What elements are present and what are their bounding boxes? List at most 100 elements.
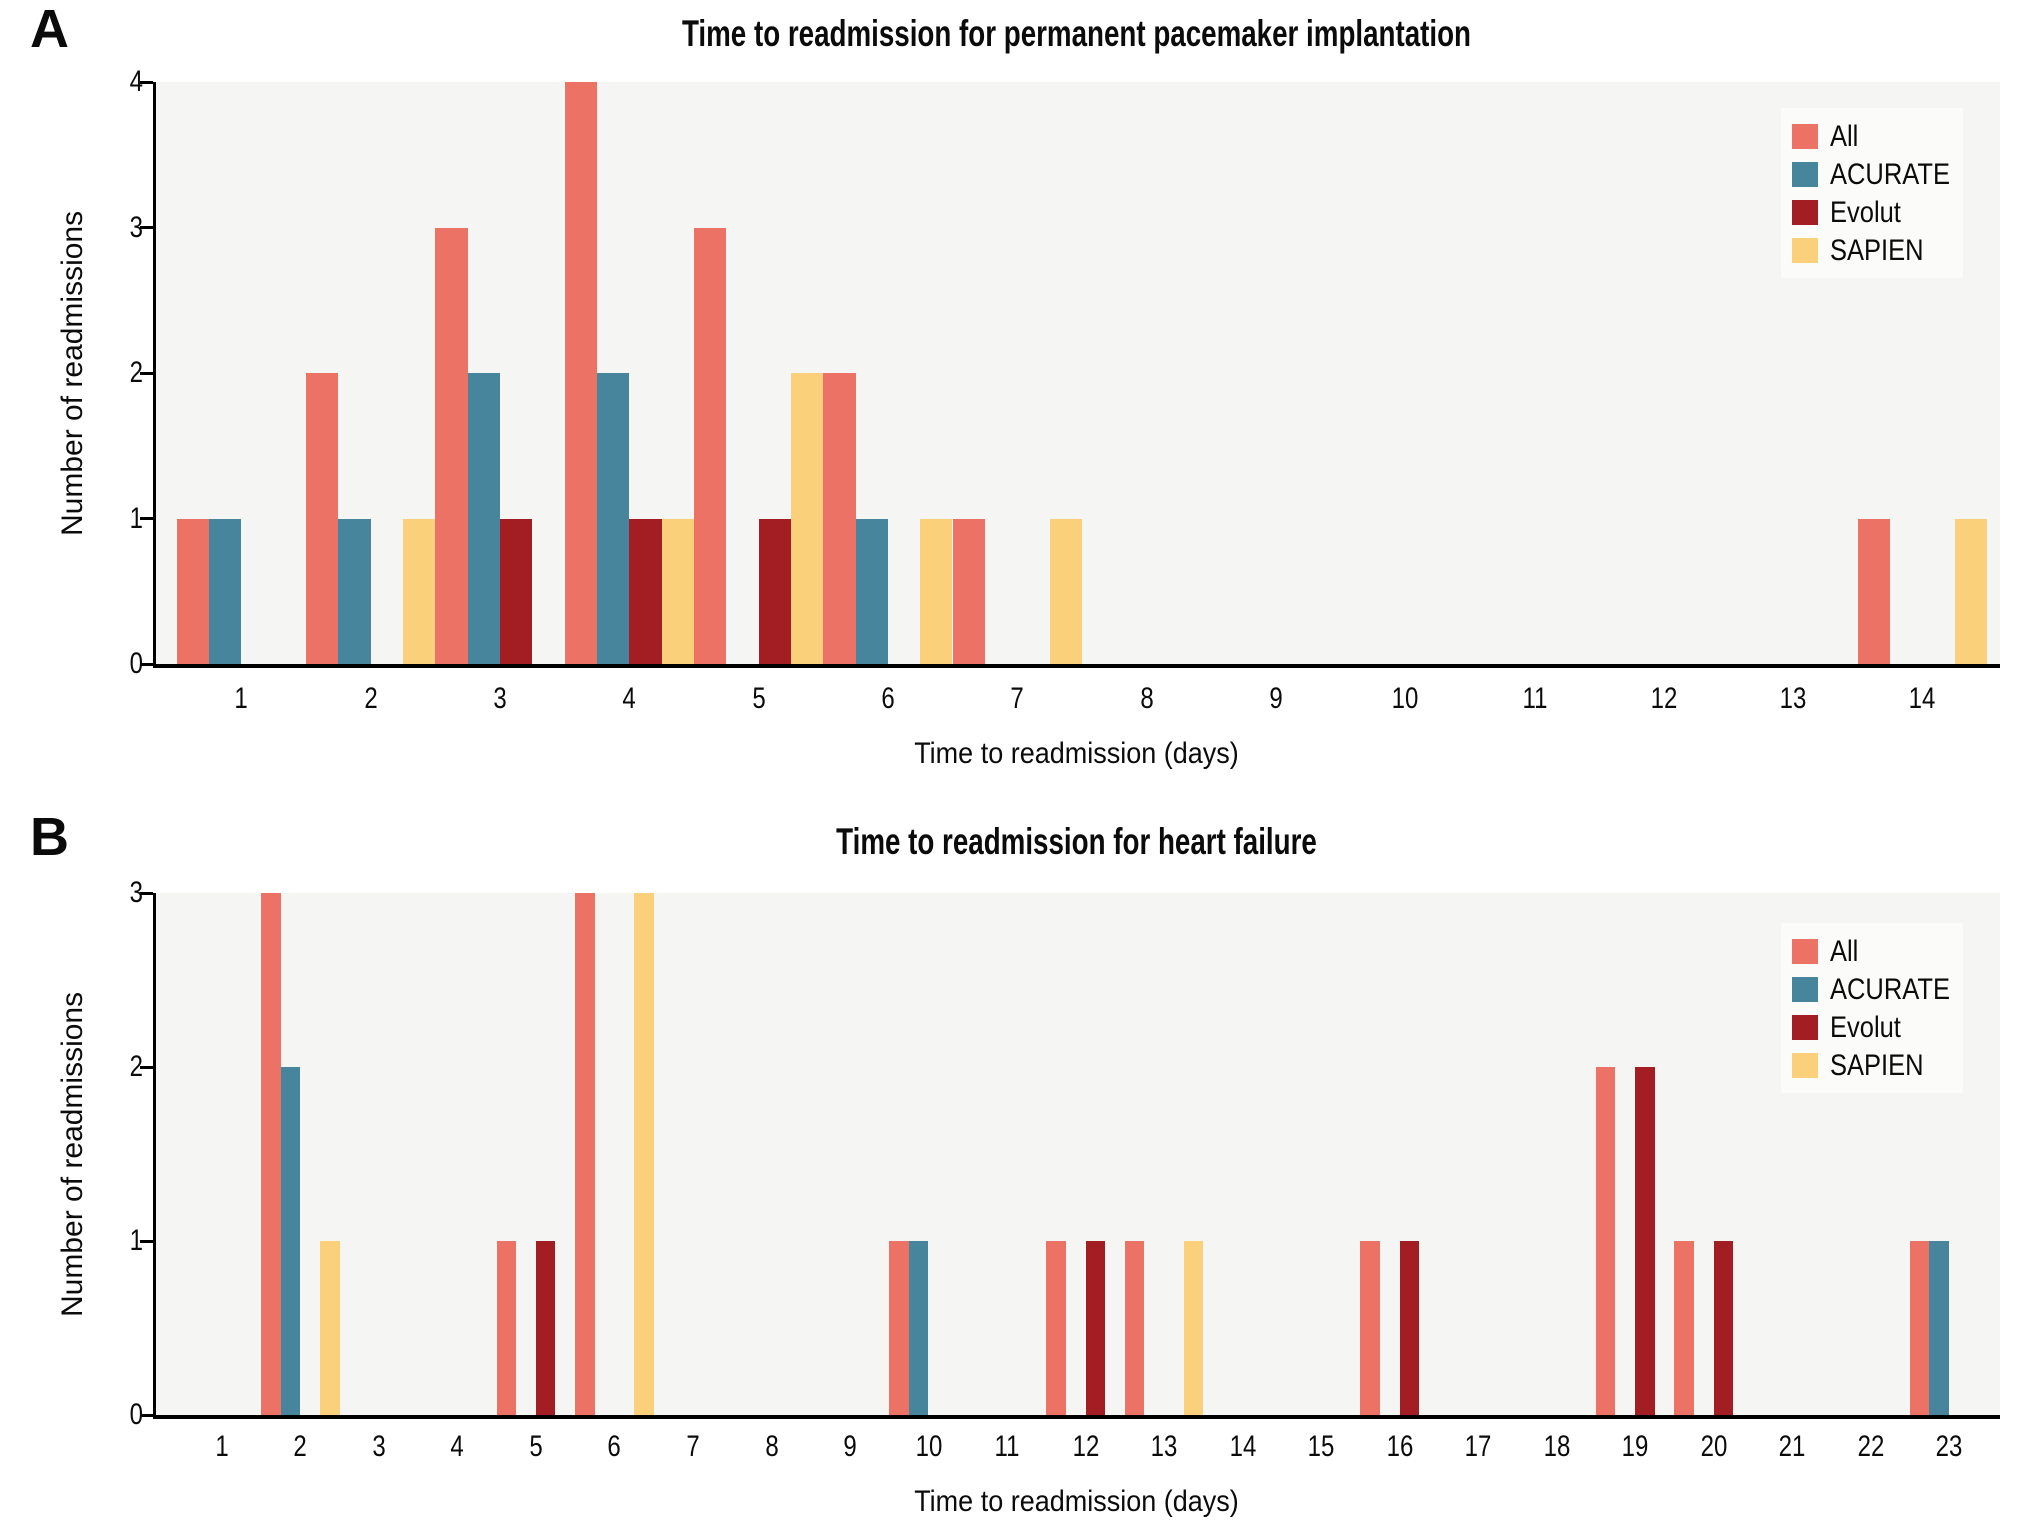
bar-B-ACURATE-day2 [280, 1067, 301, 1415]
panel-a-plot-area [153, 82, 2000, 668]
x-tick-label-A-8: 8 [1139, 682, 1154, 715]
x-tick-label-A-11: 11 [1522, 682, 1547, 715]
bar-A-ACURATE-day1 [209, 518, 242, 664]
y-tick-label-B-2: 2 [129, 1050, 143, 1083]
y-tick-label-A-3: 3 [129, 210, 143, 244]
bar-A-Evolut-day3 [500, 518, 533, 664]
bar-B-All-day20 [1674, 1241, 1694, 1415]
x-tick-label-B-13: 13 [1150, 1430, 1178, 1463]
x-tick-label-A-14: 14 [1909, 682, 1936, 715]
y-tick-B-3 [140, 891, 153, 895]
bar-A-All-day14 [1857, 518, 1891, 664]
x-tick-label-A-7: 7 [1010, 682, 1024, 715]
y-tick-label-B-1: 1 [129, 1224, 143, 1257]
bar-A-All-day4 [564, 82, 597, 664]
panel-a-title: Time to readmission for permanent pacema… [681, 13, 1472, 54]
x-tick-label-B-15: 15 [1307, 1430, 1335, 1463]
x-tick-label-B-17: 17 [1464, 1430, 1492, 1463]
x-tick-label-B-22: 22 [1857, 1430, 1884, 1463]
x-tick-label-B-7: 7 [686, 1430, 700, 1463]
bar-A-Evolut-day5 [758, 518, 791, 664]
legend-label-Evolut: Evolut [1830, 1010, 1901, 1044]
legend-swatch-icon-Evolut [1792, 1015, 1818, 1040]
y-tick-A-1 [140, 517, 153, 520]
legend-label-All: All [1830, 119, 1859, 153]
x-tick-label-A-12: 12 [1650, 682, 1678, 715]
y-tick-label-A-1: 1 [129, 501, 143, 535]
panel-b-plot-area [153, 893, 2000, 1419]
bar-B-SAPIEN-day2 [320, 1241, 340, 1415]
legend-label-ACURATE: ACURATE [1830, 972, 1950, 1006]
x-tick-label-B-1: 1 [215, 1430, 229, 1463]
legend-item-A-Evolut: Evolut [1792, 194, 1963, 231]
y-tick-A-0 [140, 662, 153, 666]
bar-A-All-day3 [435, 227, 468, 664]
bar-A-SAPIEN-day7 [1049, 518, 1082, 664]
legend-item-B-ACURATE: ACURATE [1792, 971, 1963, 1008]
bar-A-All-day7 [952, 518, 985, 664]
x-tick-label-B-14: 14 [1229, 1430, 1256, 1463]
bar-A-ACURATE-day6 [855, 518, 888, 664]
x-tick-label-B-18: 18 [1543, 1430, 1570, 1463]
x-tick-label-B-9: 9 [843, 1430, 857, 1463]
bar-B-ACURATE-day23 [1929, 1241, 1949, 1415]
y-tick-label-A-2: 2 [129, 356, 143, 389]
legend-item-B-All: All [1792, 933, 1963, 970]
bar-A-SAPIEN-day5 [790, 373, 824, 664]
x-tick-label-B-11: 11 [994, 1430, 1020, 1463]
y-tick-B-1 [140, 1239, 153, 1243]
y-tick-A-4 [140, 80, 153, 84]
panel-b-title: Time to readmission for heart failure [836, 821, 1317, 862]
bar-B-Evolut-day5 [535, 1241, 556, 1415]
bar-B-All-day13 [1124, 1241, 1145, 1415]
bar-A-ACURATE-day4 [597, 373, 630, 664]
x-tick-label-A-3: 3 [493, 682, 507, 715]
bar-A-All-day5 [693, 227, 727, 664]
x-tick-label-B-2: 2 [293, 1430, 308, 1463]
bar-A-SAPIEN-day14 [1954, 518, 1987, 664]
legend-swatch-icon-All [1792, 939, 1818, 964]
panel-a-x-axis-title: Time to readmission (days) [914, 737, 1239, 770]
panel-a-legend: All ACURATE Evolut SAPIEN [1781, 108, 1963, 278]
x-tick-label-A-4: 4 [622, 682, 636, 715]
x-tick-label-B-20: 20 [1700, 1430, 1727, 1463]
y-tick-label-B-3: 3 [129, 876, 143, 909]
legend-label-Evolut: Evolut [1830, 195, 1901, 229]
x-tick-label-B-16: 16 [1386, 1430, 1413, 1463]
x-tick-label-A-13: 13 [1779, 682, 1807, 715]
panel-b-legend: All ACURATE Evolut SAPIEN [1781, 923, 1963, 1093]
legend-item-B-Evolut: Evolut [1792, 1009, 1963, 1046]
bar-B-Evolut-day20 [1713, 1241, 1734, 1415]
y-tick-B-2 [140, 1065, 153, 1069]
x-tick-label-B-3: 3 [372, 1430, 386, 1463]
y-tick-A-3 [140, 226, 153, 229]
bar-A-SAPIEN-day2 [403, 518, 436, 664]
panel-b-label: B [30, 807, 69, 867]
panel-a-label: A [30, 0, 69, 59]
legend-label-SAPIEN: SAPIEN [1830, 1048, 1924, 1082]
x-tick-label-A-9: 9 [1269, 682, 1283, 715]
legend-label-SAPIEN: SAPIEN [1830, 233, 1924, 267]
legend-swatch-icon-Evolut [1792, 200, 1818, 225]
x-tick-label-B-6: 6 [607, 1430, 622, 1463]
legend-item-A-All: All [1792, 118, 1963, 155]
x-tick-label-A-5: 5 [751, 682, 766, 715]
bar-B-All-day12 [1046, 1241, 1066, 1415]
legend-item-A-ACURATE: ACURATE [1792, 156, 1963, 193]
bar-B-Evolut-day16 [1399, 1241, 1420, 1415]
legend-label-ACURATE: ACURATE [1830, 157, 1950, 191]
bar-A-ACURATE-day2 [338, 518, 371, 664]
legend-label-All: All [1830, 934, 1859, 968]
y-tick-B-0 [140, 1413, 153, 1417]
bar-B-All-day6 [575, 893, 595, 1415]
y-tick-A-2 [140, 371, 153, 375]
x-tick-label-B-23: 23 [1935, 1430, 1963, 1463]
y-tick-label-A-4: 4 [129, 65, 143, 98]
bar-A-All-day1 [176, 518, 209, 664]
x-tick-label-A-6: 6 [881, 682, 895, 715]
legend-swatch-icon-ACURATE [1792, 162, 1818, 187]
x-tick-label-A-1: 1 [234, 682, 248, 715]
bar-B-SAPIEN-day6 [634, 893, 654, 1415]
bar-B-All-day23 [1909, 1241, 1930, 1415]
